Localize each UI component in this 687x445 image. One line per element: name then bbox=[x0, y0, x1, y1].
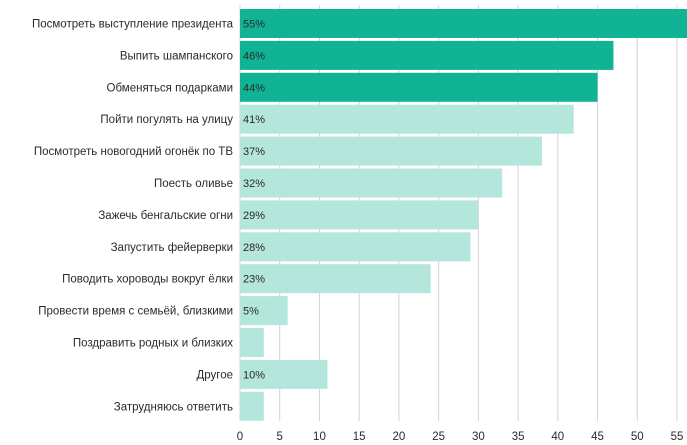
bar bbox=[240, 391, 264, 421]
x-tick-label: 40 bbox=[551, 431, 564, 443]
value-label: 29% bbox=[243, 210, 265, 222]
bar bbox=[240, 168, 503, 198]
value-label: 10% bbox=[243, 369, 265, 381]
bar bbox=[240, 328, 264, 357]
category-label: Пойти погулять на улицу bbox=[100, 114, 233, 126]
category-label: Посмотреть новогодний огонёк по ТВ bbox=[34, 146, 233, 158]
bar bbox=[240, 359, 328, 389]
value-labels: 55% 46% 44% 41% 37% 32% 29% 28% 23% 5% 10% bbox=[243, 19, 265, 382]
category-label: Затрудняюсь ответить bbox=[114, 401, 233, 413]
category-label: Выпить шампанского bbox=[120, 50, 233, 62]
category-labels: Посмотреть выступление президента Выпить … bbox=[32, 19, 234, 414]
x-tick-label: 55 bbox=[671, 431, 684, 443]
value-label: 55% bbox=[243, 19, 265, 31]
bar bbox=[240, 200, 479, 230]
value-label: 41% bbox=[243, 114, 265, 126]
category-label: Поесть оливье bbox=[154, 178, 233, 190]
x-tick-label: 25 bbox=[432, 431, 445, 443]
value-label: 23% bbox=[243, 274, 265, 286]
category-label: Провести время с семьёй, близкими bbox=[38, 306, 233, 318]
bar bbox=[240, 40, 614, 70]
category-label: Обменяться подарками bbox=[107, 82, 233, 94]
bars-group bbox=[240, 9, 687, 421]
x-tick-label: 5 bbox=[277, 431, 283, 443]
x-tick-label: 15 bbox=[353, 431, 366, 443]
value-label: 28% bbox=[243, 242, 265, 254]
bar bbox=[240, 136, 542, 166]
x-axis-ticks: 0 5 10 15 20 25 30 35 40 45 50 55 bbox=[237, 431, 684, 443]
category-label: Запустить фейерверки bbox=[111, 242, 233, 254]
category-label: Зажечь бенгальские огни bbox=[98, 210, 233, 222]
category-label: Поводить хороводы вокруг ёлки bbox=[62, 274, 233, 286]
value-label: 46% bbox=[243, 50, 265, 62]
value-label: 44% bbox=[243, 82, 265, 94]
bar bbox=[240, 264, 431, 294]
value-label: 5% bbox=[243, 306, 259, 318]
bar bbox=[240, 9, 687, 38]
bar bbox=[240, 72, 598, 102]
bar bbox=[240, 104, 574, 134]
x-tick-label: 45 bbox=[591, 431, 604, 443]
category-label: Поздравить родных и близких bbox=[73, 338, 233, 350]
value-label: 32% bbox=[243, 178, 265, 190]
x-tick-label: 35 bbox=[512, 431, 525, 443]
x-tick-label: 0 bbox=[237, 431, 243, 443]
x-tick-label: 20 bbox=[393, 431, 406, 443]
category-label: Посмотреть выступление президента bbox=[32, 19, 234, 31]
value-label: 37% bbox=[243, 146, 265, 158]
x-tick-label: 10 bbox=[313, 431, 326, 443]
x-tick-label: 30 bbox=[472, 431, 485, 443]
category-label: Другое bbox=[196, 369, 233, 381]
bar bbox=[240, 296, 288, 326]
x-tick-label: 50 bbox=[631, 431, 644, 443]
bar bbox=[240, 232, 471, 262]
